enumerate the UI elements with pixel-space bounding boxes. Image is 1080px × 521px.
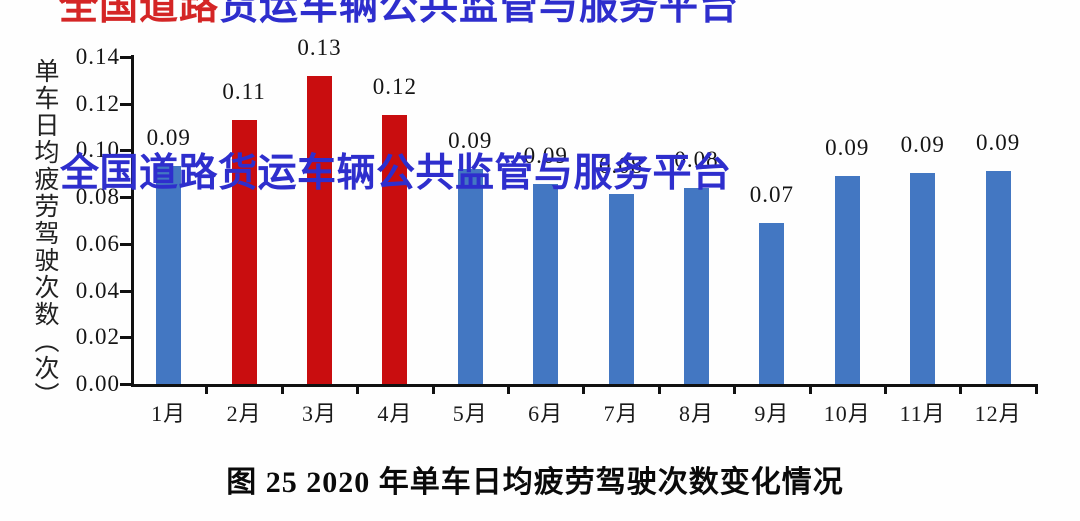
bar-6月 <box>533 184 559 384</box>
category-label-4月: 4月 <box>377 401 413 426</box>
bar-11月 <box>910 172 936 384</box>
data-label-11月: 0.09 <box>900 131 945 157</box>
data-label-2月: 0.11 <box>222 79 266 105</box>
data-label-12月: 0.09 <box>975 130 1021 156</box>
category-label-1月: 1月 <box>151 401 187 426</box>
category-label-3月: 3月 <box>301 401 337 426</box>
y-tick-mark <box>120 196 131 200</box>
x-tick-mark <box>582 384 586 394</box>
y-tick-label: 0.02 <box>75 324 120 350</box>
category-label-5月: 5月 <box>452 401 488 426</box>
y-tick-mark <box>120 149 131 153</box>
x-tick-mark <box>205 384 209 394</box>
category-label-2月: 2月 <box>226 401 262 426</box>
y-tick-mark <box>120 242 131 246</box>
bar-9月 <box>759 222 785 384</box>
top-watermark-red-text: 全国道路 <box>59 0 220 28</box>
x-tick-mark <box>884 384 887 394</box>
y-tick-mark <box>120 289 131 293</box>
bar-5月 <box>457 169 483 384</box>
top-watermark: 全国道路货运车辆公共监管与服务平台 <box>59 0 739 29</box>
bar-2月 <box>231 120 257 384</box>
data-label-5月: 0.09 <box>448 128 493 154</box>
figure-caption: 图 25 2020 年单车日均疲劳驾驶次数变化情况 <box>226 466 844 499</box>
y-axis-line <box>131 55 134 387</box>
category-label-9月: 9月 <box>754 401 790 426</box>
x-tick-mark <box>356 384 360 394</box>
y-tick-label: 0.08 <box>75 184 120 210</box>
y-tick-mark <box>120 56 131 59</box>
bar-7月 <box>608 193 634 384</box>
bar-4月 <box>382 115 408 384</box>
y-tick-mark <box>120 336 131 340</box>
x-tick-mark <box>657 384 661 394</box>
bar-10月 <box>834 176 860 384</box>
data-label-7月: 0.08 <box>598 152 644 178</box>
x-tick-mark <box>280 384 284 394</box>
y-tick-label: 0.06 <box>75 230 120 256</box>
category-label-12月: 12月 <box>974 401 1022 426</box>
x-tick-mark <box>431 384 435 394</box>
bar-3月 <box>307 75 332 384</box>
data-label-10月: 0.09 <box>825 135 870 161</box>
y-tick-mark <box>120 102 131 106</box>
category-label-7月: 7月 <box>603 401 639 426</box>
data-label-8月: 0.08 <box>674 146 719 172</box>
data-label-3月: 0.13 <box>297 34 342 60</box>
x-tick-mark <box>808 384 812 394</box>
bar-1月 <box>156 165 182 384</box>
bar-12月 <box>985 171 1011 384</box>
category-label-6月: 6月 <box>528 401 564 426</box>
y-tick-mark <box>120 383 131 386</box>
x-tick-mark <box>507 384 510 394</box>
data-label-9月: 0.07 <box>749 181 795 207</box>
bar-8月 <box>684 187 709 384</box>
y-tick-label: 0.04 <box>75 277 120 303</box>
x-tick-mark <box>733 384 737 394</box>
y-tick-label: 0.10 <box>75 137 120 163</box>
data-label-1月: 0.09 <box>146 124 191 150</box>
category-label-8月: 8月 <box>678 401 714 426</box>
category-label-10月: 10月 <box>823 401 871 426</box>
y-tick-label: 0.12 <box>75 90 120 116</box>
data-label-4月: 0.12 <box>372 74 418 100</box>
x-tick-mark <box>1034 384 1038 394</box>
y-tick-label: 0.00 <box>75 371 120 396</box>
y-tick-label: 0.14 <box>75 44 120 69</box>
category-label-11月: 11月 <box>899 401 946 426</box>
center-watermark: 全国道路货运车辆公共监管与服务平台 <box>60 152 732 195</box>
x-tick-mark <box>959 384 963 394</box>
data-label-6月: 0.09 <box>523 143 568 169</box>
top-watermark-blue-text: 货运车辆公共监管与服务平台 <box>219 0 740 28</box>
y-axis-title: 单车日均疲劳驾驶次数（次） <box>31 58 58 409</box>
